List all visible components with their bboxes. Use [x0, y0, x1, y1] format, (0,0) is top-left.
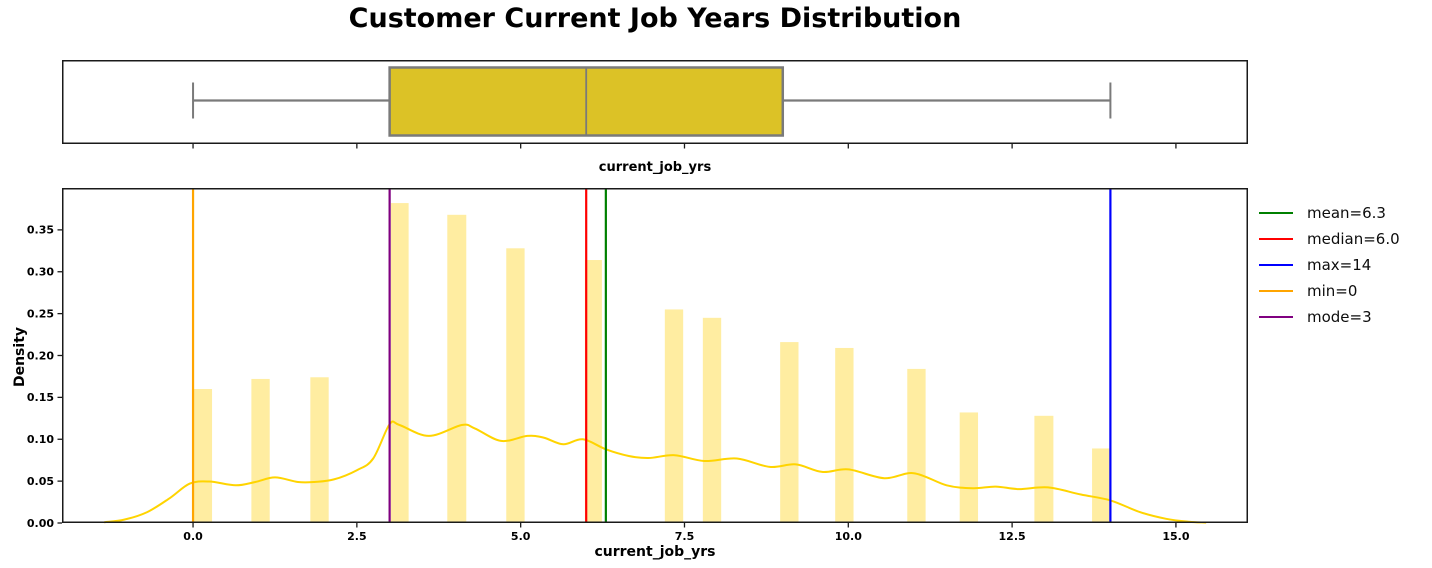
boxplot-canvas [62, 60, 1248, 149]
histogram-bar [835, 347, 854, 523]
x-tick-label: 7.5 [675, 530, 695, 543]
legend-label: mode=3 [1307, 308, 1372, 326]
legend-swatch-max [1259, 264, 1293, 266]
y-tick-label: 0.25 [27, 307, 54, 320]
y-tick-label: 0.15 [27, 391, 54, 404]
legend-entry-max: max=14 [1259, 252, 1400, 278]
histogram-axes: 0.0 2.5 5.0 7.5 10.0 12.5 15.0 0.00 0.05 0.10 0.15… [27, 188, 1248, 543]
legend-swatch-mean [1259, 212, 1293, 214]
legend-entry-mean: mean=6.3 [1259, 200, 1400, 226]
histogram-bar [907, 368, 926, 523]
x-tick-label: 5.0 [511, 530, 531, 543]
legend-entry-min: min=0 [1259, 278, 1400, 304]
histogram-bar [506, 248, 525, 524]
boxplot-xlabel: current_job_yrs [598, 160, 712, 175]
histogram-bar [702, 317, 722, 523]
y-tick-label: 0.20 [27, 349, 54, 362]
histogram-bar [1092, 448, 1111, 523]
legend-label: max=14 [1307, 256, 1372, 274]
histogram-bar [193, 389, 213, 523]
legend-swatch-min [1259, 290, 1293, 292]
legend-swatch-median [1259, 238, 1293, 240]
legend-label: median=6.0 [1307, 230, 1400, 248]
histogram-bar [251, 378, 270, 523]
y-tick-label: 0.10 [27, 433, 54, 446]
legend-entry-mode: mode=3 [1259, 304, 1400, 330]
histogram-bar [447, 214, 467, 524]
histogram-bar [780, 342, 799, 523]
kde-curve [103, 420, 1207, 524]
legend-swatch-mode [1259, 316, 1293, 318]
legend-label: mean=6.3 [1307, 204, 1386, 222]
legend-label: min=0 [1307, 282, 1358, 300]
y-tick-label: 0.00 [27, 517, 54, 530]
x-tick-label: 10.0 [835, 530, 862, 543]
x-tick-label: 0.0 [183, 530, 203, 543]
y-tick-label: 0.05 [27, 475, 54, 488]
axes-spines [62, 188, 1248, 523]
x-tick-label: 15.0 [1162, 530, 1189, 543]
chart-title: Customer Current Job Years Distribution [348, 3, 962, 34]
axes-spines [62, 60, 1248, 144]
boxplot-axes [62, 60, 1248, 149]
x-tick-label: 2.5 [347, 530, 367, 543]
x-tick-label: 12.5 [999, 530, 1026, 543]
legend-entry-median: median=6.0 [1259, 226, 1400, 252]
histogram-canvas: 0.0 2.5 5.0 7.5 10.0 12.5 15.0 0.00 0.05 0.10 0.15… [27, 188, 1248, 543]
histogram-bar [1034, 415, 1054, 523]
histogram-xlabel: current_job_yrs [594, 544, 716, 560]
histogram-ylabel: Density [12, 326, 28, 388]
histogram-bar [310, 377, 329, 523]
y-tick-label: 0.35 [27, 224, 54, 237]
y-tick-label: 0.30 [27, 266, 54, 279]
histogram-bar [664, 309, 684, 523]
legend: mean=6.3 median=6.0 max=14 min=0 mode=3 [1259, 200, 1400, 330]
histogram-bar [584, 260, 602, 523]
histogram-bar [390, 203, 409, 523]
histogram-bar [959, 412, 979, 523]
